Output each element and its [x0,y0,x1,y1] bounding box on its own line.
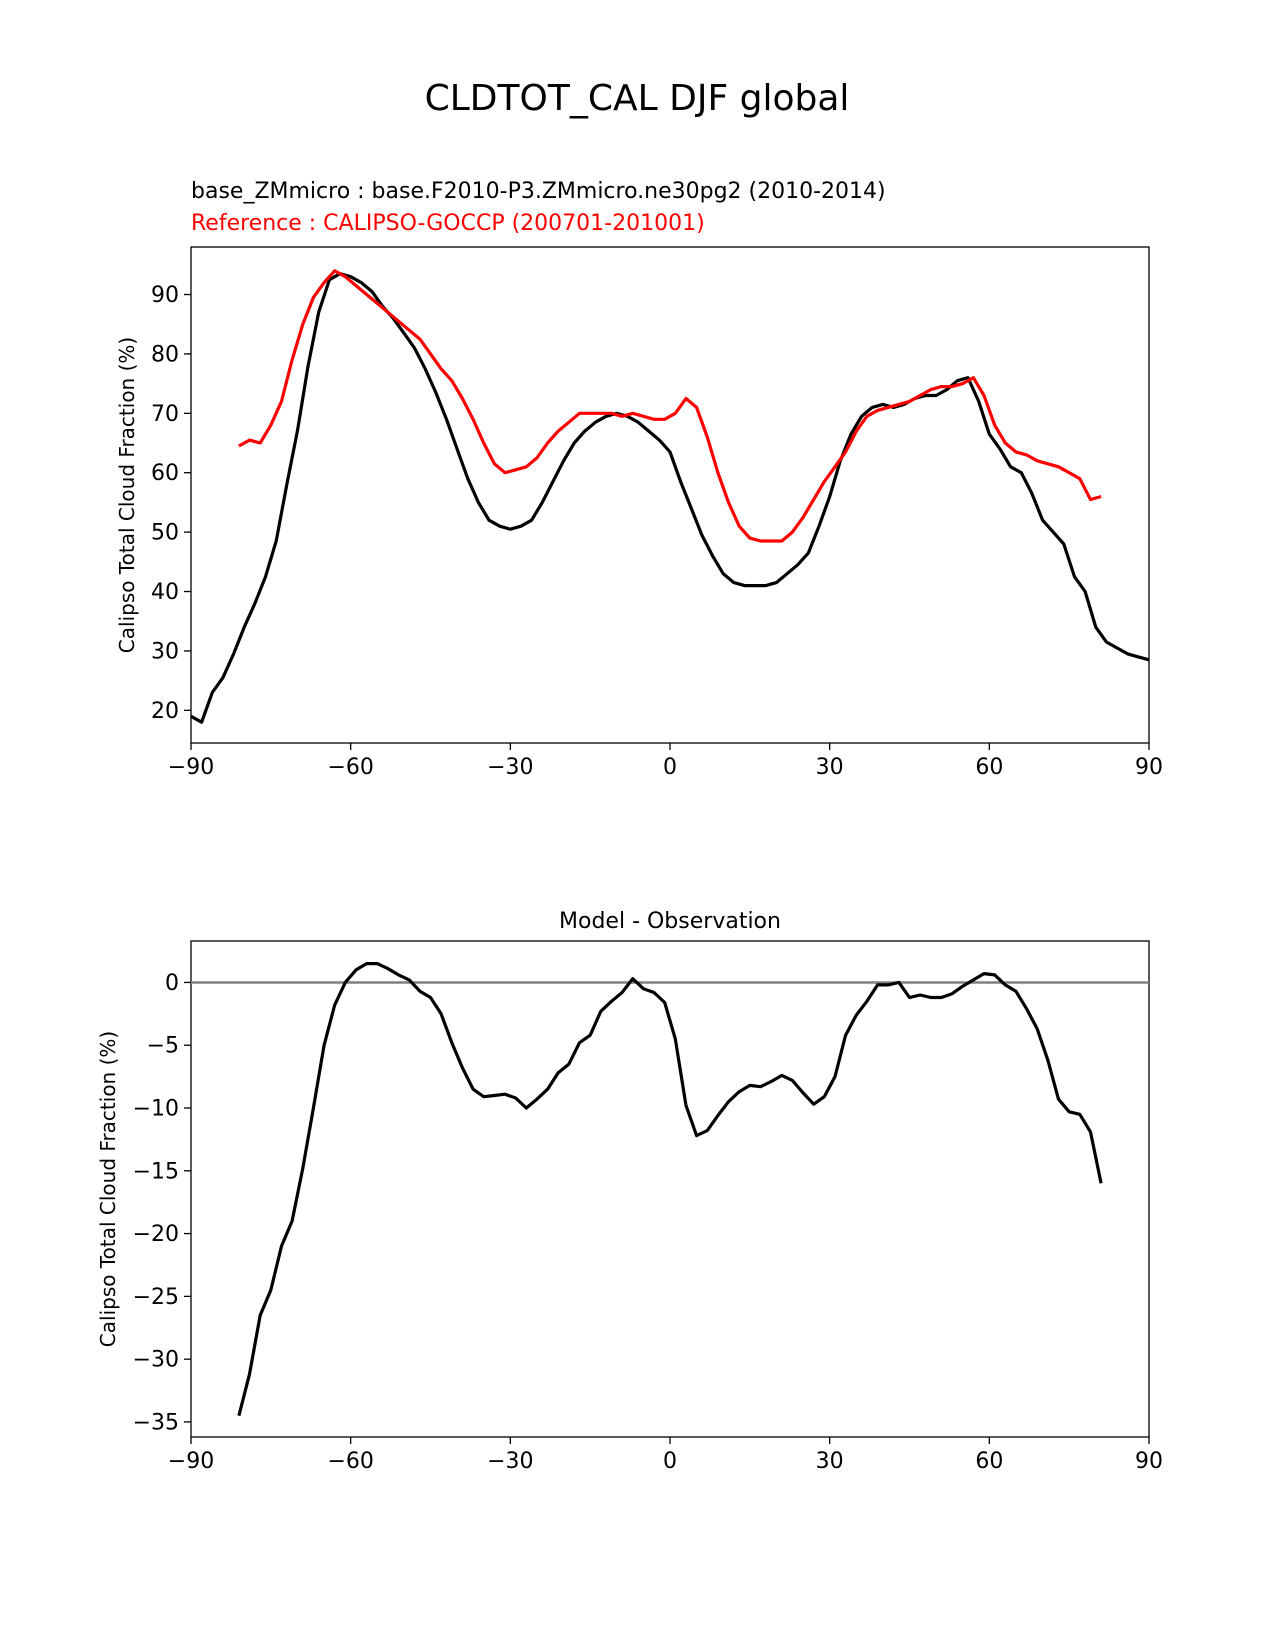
test-case-label: base_ZMmicro : base.F2010-P3.ZMmicro.ne3… [191,179,886,204]
bottom-x-tick-label: 60 [975,1449,1003,1474]
top-x-tick-label: 30 [816,755,844,780]
figure-suptitle: CLDTOT_CAL DJF global [425,78,850,119]
top-y-tick-label: 80 [151,342,179,367]
top-panel-ticks: −90 −60 −30 0 30 60 90 20 30 40 50 60 70 80 90 [151,283,1163,780]
bottom-panel-ticks: −90 −60 −30 0 30 60 90 0 −5 −10 −15 −20 −25 −30 −35 [133,971,1163,1474]
bottom-panel-difference: Model - Observation Calipso Total Cloud … [96,909,1163,1474]
bottom-x-tick-label: 0 [663,1449,677,1474]
bottom-y-tick-label: 0 [165,971,179,996]
bottom-y-tick-label: −35 [133,1410,179,1435]
top-panel-zonal-mean: Calipso Total Cloud Fraction (%) −90 −60−… [115,246,1163,780]
top-y-tick-label: 30 [151,639,179,664]
top-x-tick-label: −30 [487,755,533,780]
top-y-tick-label: 70 [151,402,179,427]
bottom-panel-series [191,961,1149,1417]
top-x-tick-label: 0 [663,755,677,780]
bottom-x-tick-label: −30 [487,1449,533,1474]
bottom-y-tick-label: −10 [133,1097,179,1122]
top-x-tick-label: 90 [1135,755,1163,780]
bottom-y-tick-label: −15 [133,1159,179,1184]
top-y-tick-label: 40 [151,580,179,605]
bottom-y-tick-label: −20 [133,1222,179,1247]
top-y-tick-label: 20 [151,699,179,724]
bottom-y-tick-label: −5 [147,1034,179,1059]
bottom-y-tick-label: −30 [133,1348,179,1373]
top-panel-y-axis-label: Calipso Total Cloud Fraction (%) [115,337,139,653]
top-panel-series [190,269,1150,724]
bottom-x-tick-label: 30 [816,1449,844,1474]
top-reference-line [238,269,1102,543]
top-y-tick-label: 60 [151,461,179,486]
top-x-tick-label: −90 [168,755,214,780]
bottom-x-tick-label: −90 [168,1449,214,1474]
top-y-tick-label: 50 [151,521,179,546]
top-x-tick-label: 60 [975,755,1003,780]
bottom-panel-title: Model - Observation [559,909,781,934]
bottom-panel-y-axis-label: Calipso Total Cloud Fraction (%) [96,1031,120,1347]
top-y-tick-label: 90 [151,283,179,308]
bottom-x-tick-label: 90 [1135,1449,1163,1474]
bottom-y-tick-label: −25 [133,1285,179,1310]
top-x-tick-label: −60 [327,755,373,780]
reference-label: Reference : CALIPSO-GOCCP (200701-201001… [191,211,705,236]
top-base-zmmicro-line [190,272,1150,724]
bottom-x-tick-label: −60 [327,1449,373,1474]
bottom-difference-line [237,961,1103,1417]
